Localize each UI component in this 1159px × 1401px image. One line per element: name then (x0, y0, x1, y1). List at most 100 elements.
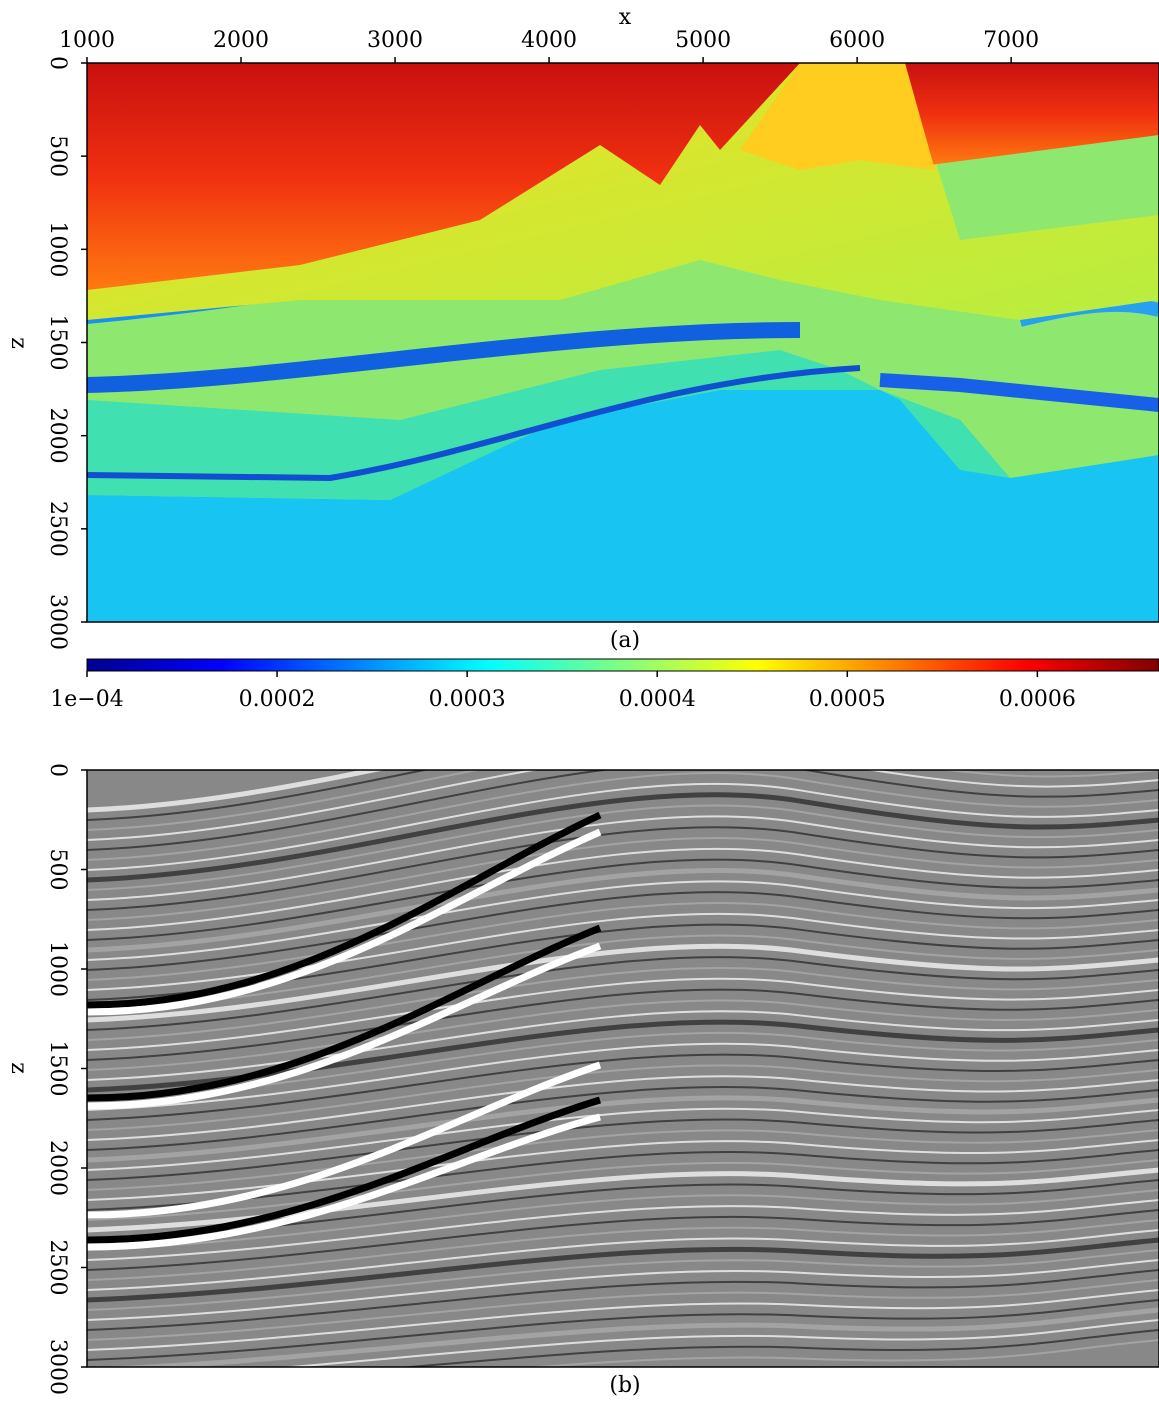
reflector (87, 782, 1159, 871)
reflector (87, 1053, 1159, 1121)
reflector (87, 1167, 1159, 1233)
x-tick-label: 5000 (675, 28, 731, 53)
reflector (87, 811, 602, 1009)
reflector (87, 815, 1159, 901)
colorbar-tick-label: 0.0003 (429, 687, 506, 712)
reflector (87, 1237, 1159, 1303)
reflector (87, 924, 602, 1102)
colorbar-tick-label: 0.0004 (619, 687, 696, 712)
reflector (87, 966, 1159, 1041)
reflector (87, 1289, 1159, 1351)
reflector (279, 1319, 1159, 1367)
x-tick-label: 3000 (367, 28, 423, 53)
y-tick-label: 3000 (45, 1339, 70, 1395)
reflector (87, 804, 1159, 891)
reflector (87, 1118, 1159, 1181)
reflector (87, 880, 1159, 961)
reflector (87, 867, 1159, 953)
y-tick-label: 1500 (45, 1041, 70, 1097)
reflector (87, 923, 1159, 1001)
x-tick-label: 2000 (213, 28, 269, 53)
reflector (87, 1107, 1159, 1171)
seismic-background (87, 770, 1159, 1367)
reflector (399, 1329, 1159, 1367)
reflector (87, 1075, 1159, 1141)
reflector (87, 1279, 1159, 1341)
reflector (524, 1339, 1159, 1367)
y-tick-label: 500 (45, 849, 70, 891)
colorbar-tick-label: 0.0005 (809, 687, 886, 712)
reflector (87, 999, 1159, 1071)
reflector (87, 1179, 1159, 1241)
y-tick-label: 500 (45, 135, 70, 177)
y-tick-label: 0 (45, 56, 70, 70)
y-tick-label: 2000 (45, 408, 70, 464)
reflector (87, 771, 1159, 861)
y-axis-label: z (6, 1062, 31, 1074)
reflector (87, 891, 1159, 971)
reflector (87, 1031, 1159, 1101)
reflector (87, 770, 386, 813)
reflector (87, 1199, 1159, 1261)
reflector (87, 770, 1159, 841)
caption: (a) (610, 628, 640, 653)
x-axis-label: x (619, 5, 632, 30)
reflector (87, 977, 1159, 1051)
reflector (87, 1064, 1159, 1131)
reflector (87, 1189, 1159, 1251)
reflector (98, 1307, 1159, 1367)
colorbar-tick-label: 0.0006 (999, 687, 1076, 712)
reflector (87, 988, 1159, 1061)
reflector (87, 1229, 1159, 1291)
colorbar-tick-label: 0.0002 (239, 687, 316, 712)
y-tick-label: 1500 (45, 315, 70, 371)
reflector (87, 828, 602, 1016)
y-tick-label: 2500 (45, 501, 70, 557)
reflector (87, 770, 430, 821)
y-tick-label: 2000 (45, 1140, 70, 1196)
reflector (87, 1249, 1159, 1311)
reflector (87, 836, 1159, 921)
y-tick-label: 1000 (45, 941, 70, 997)
reflector (87, 1096, 602, 1244)
x-tick-label: 7000 (983, 28, 1039, 53)
reflector (87, 901, 1159, 981)
reflector (87, 1113, 601, 1251)
reflector (87, 1149, 1159, 1211)
colorbar (86, 658, 1159, 672)
y-axis-label: z (6, 337, 31, 349)
reflector (87, 1095, 1159, 1163)
y-tick-label: 1000 (45, 221, 70, 277)
colorbar-tick-label: 1e−04 (50, 687, 123, 712)
reflector (87, 1042, 1159, 1111)
reflector (87, 1129, 1159, 1191)
reflector (87, 1159, 1159, 1221)
reflector (87, 942, 602, 1110)
reflector (87, 770, 1159, 851)
seismic-image (87, 770, 1159, 1367)
reflector (87, 858, 1159, 941)
y-tick-label: 2500 (45, 1240, 70, 1296)
caption: (b) (609, 1373, 640, 1398)
reflector (87, 847, 1159, 931)
reflector (87, 1209, 1159, 1271)
reflector (87, 1299, 1159, 1361)
reflector (87, 943, 1159, 1023)
x-tick-label: 4000 (521, 28, 577, 53)
y-tick-label: 3000 (45, 594, 70, 650)
reflector (87, 1219, 1159, 1281)
y-tick-label: 0 (45, 763, 70, 777)
reflector (87, 1086, 1159, 1151)
reflector (87, 1269, 1159, 1331)
x-tick-label: 1000 (59, 28, 115, 53)
velocity-image (87, 63, 1159, 622)
reflector (87, 770, 1159, 831)
reflector (87, 826, 1159, 911)
reflector (87, 1061, 602, 1219)
reflector (87, 1259, 1159, 1321)
reflector (87, 792, 1159, 883)
reflector (87, 934, 1159, 1011)
reflector (87, 956, 1159, 1031)
x-tick-label: 6000 (829, 28, 885, 53)
